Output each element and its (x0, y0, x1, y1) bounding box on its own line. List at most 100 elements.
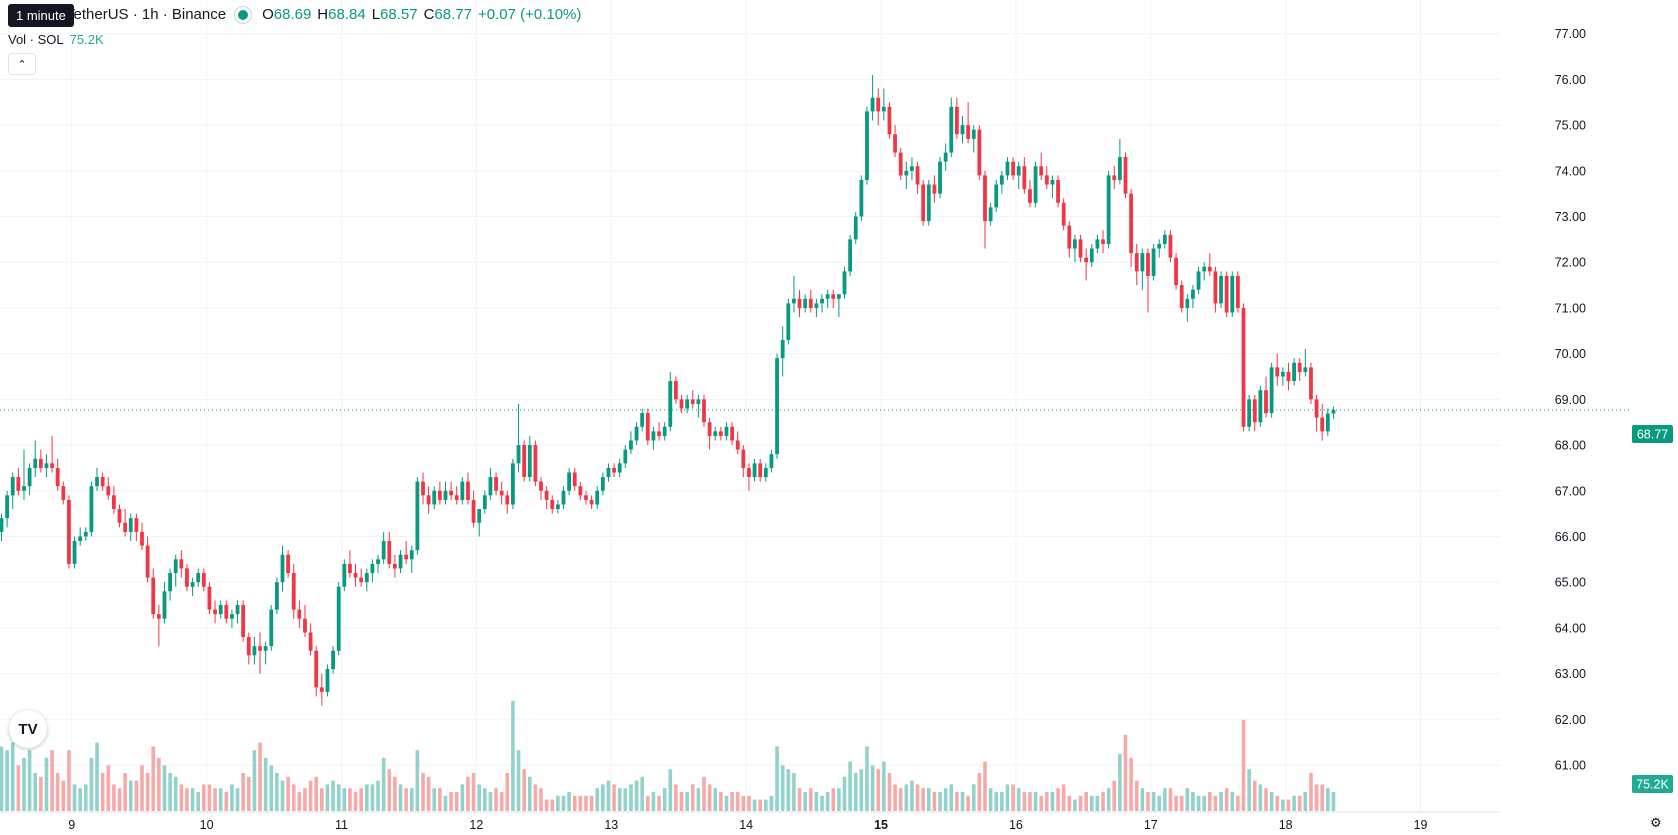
volume-bar (550, 799, 555, 811)
volume-bar (1258, 784, 1263, 811)
volume-bar (162, 765, 167, 811)
volume-bar (5, 750, 9, 811)
tradingview-logo[interactable]: TV (9, 710, 47, 748)
chart-grid (0, 0, 1500, 812)
volume-bar (421, 773, 425, 811)
candle-body (336, 586, 341, 651)
candle-body (505, 495, 510, 505)
volume-bar (477, 784, 481, 811)
price-tick-label: 70.00 (1555, 347, 1586, 361)
volume-bar (859, 769, 864, 811)
candle-body (1174, 257, 1178, 286)
candle-body (1067, 225, 1072, 249)
volume-bar (16, 765, 21, 811)
candle-body (353, 573, 358, 578)
volume-bar (769, 795, 774, 811)
candle-body (213, 609, 217, 615)
candle-body (449, 490, 453, 496)
volume-bar (1106, 788, 1111, 811)
market-status-icon[interactable] (238, 9, 249, 20)
candle-body (1056, 179, 1060, 203)
candle-body (173, 559, 178, 574)
volume-bar (1061, 784, 1066, 811)
candle-body (1095, 239, 1100, 249)
volume-bar (764, 799, 768, 811)
volume-bar (1185, 788, 1190, 811)
candle-body (887, 106, 892, 135)
price-tick-label: 76.00 (1555, 73, 1586, 87)
price-tick-label: 66.00 (1555, 530, 1586, 544)
volume-bar (128, 780, 133, 811)
time-axis[interactable]: 9 10 11 12 13 14 15 16 17 18 19 (0, 811, 1500, 832)
volume-bar (690, 784, 695, 811)
volume-bar (471, 773, 476, 811)
last-price-badge-bg (1632, 425, 1673, 443)
volume-bar (218, 788, 223, 811)
candle-body (758, 463, 763, 478)
volume-bar (393, 776, 397, 811)
candle-body (432, 490, 437, 505)
volume-bar (606, 780, 611, 811)
candle-body (303, 618, 307, 633)
candle-body (364, 573, 369, 583)
volume-bar (870, 765, 875, 811)
candle-body (814, 303, 819, 308)
candle-body (1264, 390, 1268, 414)
volume-bar (252, 750, 257, 811)
candle-body (359, 577, 364, 583)
candle-body (1016, 166, 1021, 176)
candle-body (27, 467, 32, 487)
change-value: +0.07 (+0.10%) (477, 6, 582, 23)
candle-body (274, 582, 279, 610)
candle-body (842, 271, 847, 295)
volume-bar (348, 788, 352, 811)
candle-body (426, 495, 431, 505)
candle-body (156, 614, 161, 619)
candle-body (696, 399, 701, 404)
volume-bar (949, 784, 954, 811)
candle-body (763, 467, 768, 478)
volume-bar (960, 792, 965, 811)
volume-bar (415, 750, 420, 811)
gear-icon[interactable]: ⚙ (1650, 815, 1662, 830)
candle-body (185, 568, 189, 587)
candle-body (1286, 371, 1291, 382)
volume-bar (50, 750, 54, 811)
price-axis[interactable]: 61.00 62.00 63.00 64.00 65.00 66.00 67.00 68.00… (1555, 27, 1586, 772)
collapse-legend-button[interactable]: ⌃ (8, 53, 36, 75)
candle-body (38, 458, 43, 468)
candle-body (853, 216, 858, 240)
candle-body (460, 481, 465, 500)
candle-body (1314, 399, 1319, 418)
candle-body (1213, 271, 1218, 304)
volume-bar (106, 765, 111, 811)
volume-bar (994, 792, 999, 811)
volume-bar (123, 773, 127, 811)
candle-body (1207, 266, 1212, 272)
volume-bar (1241, 719, 1246, 811)
time-tick-label: 16 (1009, 818, 1023, 832)
candle-body (561, 490, 566, 505)
volume-bar (1033, 792, 1038, 811)
price-tick-label: 63.00 (1555, 667, 1586, 681)
volume-bar (1039, 795, 1043, 811)
candle-body (376, 559, 380, 564)
volume-bar (955, 792, 959, 811)
volume-bar (539, 788, 543, 811)
volume-bar (409, 788, 414, 811)
candle-body (443, 490, 448, 500)
candle-body (718, 431, 723, 436)
candle-body (870, 97, 875, 112)
volume-bar (112, 784, 116, 811)
volume-bar (898, 788, 903, 811)
volume-bar (1084, 792, 1088, 811)
candle-body (1022, 166, 1027, 190)
symbol-title[interactable]: TetherUS · 1h · Binance (66, 6, 227, 23)
volume-bar (1202, 795, 1206, 811)
candle-body (943, 152, 948, 162)
time-tick-label: 13 (604, 818, 618, 832)
candle-body (117, 509, 122, 523)
candle-body (477, 509, 482, 523)
volume-bar (1168, 788, 1173, 811)
